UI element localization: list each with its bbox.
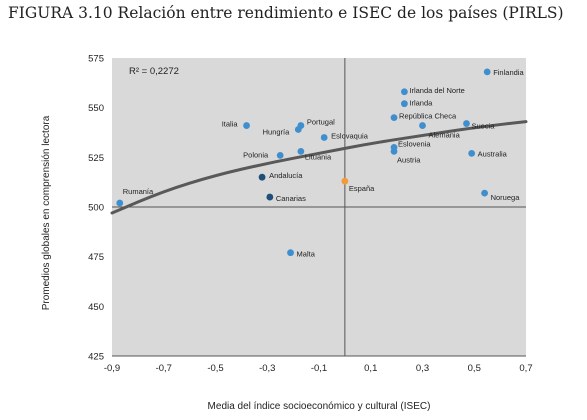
x-tick-label: -0,9 bbox=[104, 363, 120, 374]
point-label-polonia: Polonia bbox=[243, 150, 269, 159]
point-label-finlandia: Finlandia bbox=[493, 68, 524, 77]
point-label-eslovenia: Eslovenia bbox=[398, 139, 431, 148]
point-malta bbox=[287, 249, 294, 257]
y-tick-label: 450 bbox=[88, 302, 104, 313]
x-tick-label: 0,3 bbox=[416, 363, 429, 374]
reference-lines bbox=[112, 58, 526, 356]
x-tick-label: 0,7 bbox=[519, 363, 532, 374]
point-label-italia: Italia bbox=[222, 120, 239, 129]
point-label-noruega: Noruega bbox=[491, 193, 521, 202]
x-tick-label: -0,5 bbox=[207, 363, 223, 374]
y-tick-labels: 425 450 475 500 525 550 575 bbox=[88, 54, 104, 363]
y-tick-label: 475 bbox=[88, 252, 104, 263]
point-label-irlanda: Irlanda bbox=[409, 99, 433, 108]
point-label-eslovaquia: Eslovaquia bbox=[331, 131, 369, 140]
point-australia bbox=[468, 149, 476, 157]
x-tick-label: -0,3 bbox=[259, 363, 275, 374]
y-tick-label: 500 bbox=[88, 203, 104, 214]
x-tick-label: -0,7 bbox=[156, 363, 172, 374]
x-tick-label: -0,1 bbox=[311, 363, 327, 374]
y-tick-label: 525 bbox=[88, 153, 104, 164]
x-tick-label: 0,1 bbox=[364, 363, 377, 374]
point-label-andalucia: Andalucía bbox=[269, 171, 303, 180]
point-label-rumania: Rumanía bbox=[123, 187, 154, 196]
point-label-suecia: Suecia bbox=[471, 122, 495, 131]
point-rumania bbox=[116, 199, 124, 207]
x-axis-title: Media del índice socioeconómico y cultur… bbox=[208, 401, 431, 412]
point-lituania bbox=[297, 147, 305, 155]
point-label-australia: Australia bbox=[478, 149, 508, 158]
points-layer bbox=[116, 68, 491, 257]
point-label-canarias: Canarias bbox=[276, 194, 306, 203]
point-espana bbox=[341, 177, 349, 185]
point-label-hungria: Hungría bbox=[263, 128, 291, 137]
point-irlanda-del-norte bbox=[400, 88, 408, 96]
point-label-malta: Malta bbox=[297, 250, 316, 259]
y-tick-label: 550 bbox=[88, 103, 104, 114]
trendline bbox=[110, 120, 528, 215]
r-squared-annotation: R² = 0,2272 bbox=[129, 66, 179, 77]
point-hungria bbox=[294, 126, 302, 133]
y-axis-title: Promedios globales en comprensión lector… bbox=[41, 115, 52, 310]
point-label-republica-checa: República Checa bbox=[399, 112, 457, 121]
point-label-alemania: Alemania bbox=[429, 131, 461, 140]
point-republica-checa bbox=[390, 114, 398, 121]
trendline-layer bbox=[110, 120, 528, 215]
point-label-austria: Austria bbox=[397, 155, 421, 164]
point-polonia bbox=[276, 151, 284, 159]
point-canarias bbox=[266, 193, 274, 201]
point-eslovaquia bbox=[320, 134, 328, 141]
point-finlandia bbox=[483, 68, 491, 76]
y-tick-label: 575 bbox=[88, 54, 104, 65]
point-italia bbox=[243, 122, 250, 129]
y-tick-label: 425 bbox=[88, 352, 104, 363]
point-label-lituania: Lituania bbox=[305, 152, 332, 161]
point-irlanda bbox=[400, 100, 408, 108]
point-austria bbox=[390, 147, 398, 155]
x-tick-label: 0,5 bbox=[468, 363, 481, 374]
point-label-irlanda-del-norte: Irlanda del Norte bbox=[409, 86, 464, 95]
figure-title: FIGURA 3.10 Relación entre rendimiento e… bbox=[8, 4, 564, 22]
point-suecia bbox=[463, 120, 470, 127]
point-label-portugal: Portugal bbox=[307, 118, 335, 127]
point-andalucia bbox=[258, 173, 266, 181]
point-label-espana: España bbox=[349, 184, 375, 193]
point-alemania bbox=[419, 122, 426, 129]
x-tick-labels: -0,9 -0,7 -0,5 -0,3 -0,1 0,1 0,3 0,5 0,7 bbox=[104, 363, 533, 374]
point-labels-layer: Finlandia Irlanda del Norte Irlanda Repúbli… bbox=[123, 68, 525, 259]
point-noruega bbox=[481, 189, 488, 197]
